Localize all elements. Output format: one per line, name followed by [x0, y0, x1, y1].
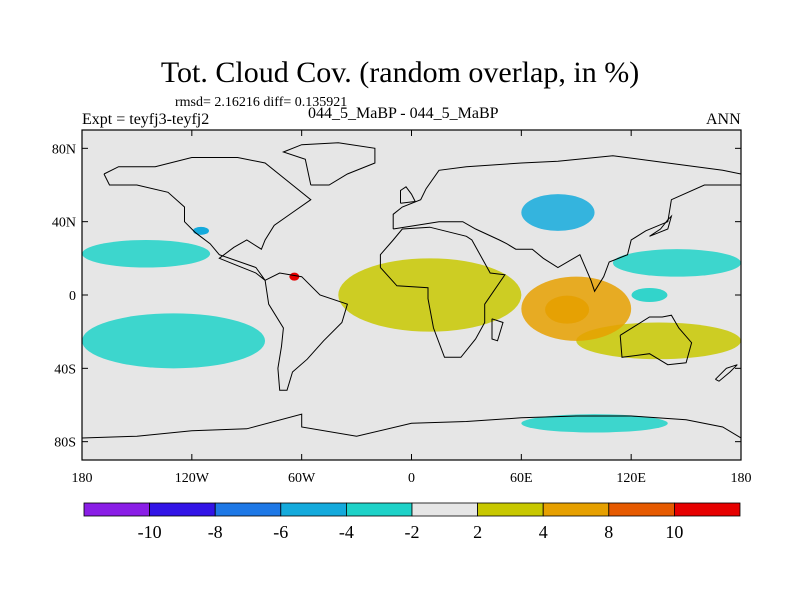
- coastline-madagascar: [491, 318, 504, 342]
- colorbar-box: [477, 502, 544, 517]
- colorbar-label: 8: [604, 522, 613, 542]
- anomaly-fields: [82, 194, 741, 433]
- colorbar-box: [214, 502, 282, 517]
- region-north-atlantic-eurasia: [521, 194, 595, 231]
- x-tick-label: 120E: [616, 471, 646, 486]
- x-tick-label: 0: [408, 471, 415, 486]
- chart-title: Tot. Cloud Cov. (random overlap, in %): [160, 56, 640, 89]
- colorbar-box: [83, 502, 150, 517]
- coastline-greenland: [281, 142, 376, 186]
- stats-text: rmsd= 2.16216 diff= 0.135921: [175, 95, 348, 110]
- region-tropical-atlantic-africa: [338, 258, 522, 332]
- region-caribbean-hotspot: [289, 272, 300, 281]
- colorbar-label: -6: [273, 522, 288, 542]
- y-tick-label: 0: [69, 289, 76, 304]
- coastline-north-america: [103, 157, 312, 281]
- region-east-pacific-subtropical-north: [82, 240, 211, 268]
- colorbar-label: 2: [473, 522, 482, 542]
- region-indian-ocean-core: [545, 295, 590, 324]
- x-tick-label: 60W: [288, 471, 316, 486]
- coastline-africa: [379, 226, 506, 358]
- case-names: 044_5_MaBP - 044_5_MaBP: [308, 105, 499, 122]
- region-southeast-pacific-subtropical: [82, 313, 266, 369]
- colorbar-box: [674, 502, 741, 517]
- region-northeast-pacific: [192, 226, 209, 235]
- colorbar-label: -2: [405, 522, 420, 542]
- coastline-uk: [400, 186, 416, 204]
- x-axis: 180 120W 60W 0 60E 120E 180: [72, 130, 752, 486]
- y-tick-label: 40N: [52, 216, 76, 231]
- coastline-australia: [619, 314, 693, 366]
- colorbar-box: [411, 502, 478, 517]
- x-tick-label: 180: [72, 471, 93, 486]
- colorbar-box: [608, 502, 675, 517]
- region-west-pacific-subtropical-north: [612, 249, 741, 277]
- region-warm-pool-east: [631, 288, 668, 302]
- coastlines: [82, 142, 741, 439]
- y-tick-label: 40S: [54, 362, 76, 377]
- coastline-eurasia: [392, 155, 741, 293]
- y-axis: 80N 40N 0 40S 80S: [52, 142, 741, 451]
- coastline-new-zealand: [715, 364, 738, 382]
- y-tick-label: 80N: [52, 142, 76, 157]
- colorbar-label: 4: [539, 522, 548, 542]
- x-tick-label: 120W: [175, 471, 210, 486]
- season-label: ANN: [706, 111, 741, 128]
- colorbar-box: [149, 502, 216, 517]
- coastline-japan: [649, 214, 673, 237]
- colorbar-label: -10: [138, 522, 162, 542]
- coastline-antarctica: [82, 413, 741, 439]
- x-tick-label: 180: [731, 471, 752, 486]
- colorbar-label: 10: [665, 522, 683, 542]
- colorbar-box: [345, 502, 413, 517]
- region-southern-ocean-band: [521, 414, 668, 433]
- x-tick-label: 60E: [510, 471, 533, 486]
- region-south-pacific-tropics: [576, 322, 741, 360]
- colorbar-box: [280, 502, 347, 517]
- coastline-south-america: [264, 272, 349, 391]
- colorbar: -10 -8 -6 -4 -2 2 4 8 10: [83, 502, 741, 542]
- colorbar-box: [542, 502, 610, 517]
- colorbar-label: -8: [208, 522, 223, 542]
- experiment-label: Expt = teyfj3-teyfj2: [82, 111, 210, 128]
- colorbar-label: -4: [339, 522, 354, 542]
- y-tick-label: 80S: [54, 436, 76, 451]
